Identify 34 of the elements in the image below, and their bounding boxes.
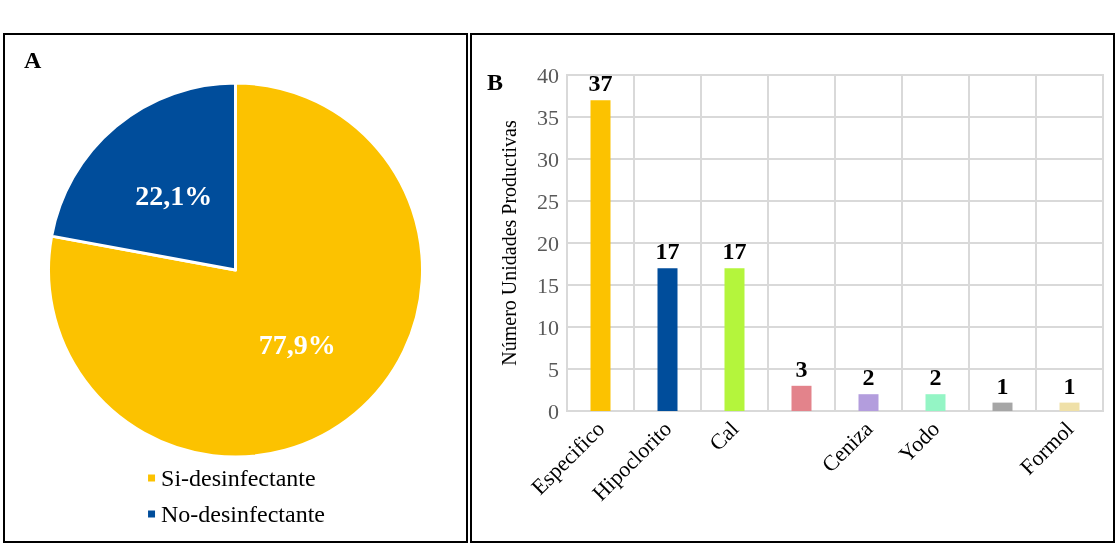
x-tick-label: Yodo	[893, 416, 945, 467]
y-tick-label: 5	[548, 356, 559, 382]
x-tick-label: Cal	[704, 416, 744, 456]
y-tick-label: 25	[537, 188, 559, 214]
y-tick-label: 10	[537, 314, 559, 340]
data-label: 3	[795, 355, 808, 382]
bar	[791, 385, 812, 411]
data-label: 37	[588, 70, 613, 97]
bar	[858, 394, 879, 411]
y-tick-label: 30	[537, 146, 559, 172]
bar	[724, 268, 745, 411]
bar	[992, 402, 1013, 411]
bar	[590, 100, 611, 411]
data-label: 2	[862, 364, 875, 391]
y-tick-label: 0	[548, 398, 559, 424]
data-label: 2	[929, 364, 942, 391]
data-label: 77,9%	[258, 328, 336, 360]
chart-title: A	[24, 47, 42, 73]
legend-label: No-desinfectante	[161, 501, 325, 527]
data-label: 22,1%	[135, 180, 213, 212]
legend-label: Si-desinfectante	[161, 465, 316, 491]
y-tick-label: 15	[537, 272, 559, 298]
bar	[925, 394, 946, 411]
y-tick-label: 40	[537, 62, 559, 88]
y-tick-label: 35	[537, 104, 559, 130]
chart-title: B	[487, 69, 504, 95]
data-label: 17	[655, 238, 680, 265]
bar	[1059, 402, 1080, 411]
y-axis-title: Número Unidades Productivas	[498, 120, 520, 366]
bar	[657, 268, 678, 411]
data-label: 17	[722, 238, 747, 265]
data-label: 1	[996, 372, 1009, 399]
y-tick-label: 20	[537, 230, 559, 256]
data-label: 1	[1063, 372, 1076, 399]
